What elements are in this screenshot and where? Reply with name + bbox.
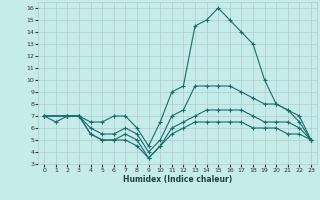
X-axis label: Humidex (Indice chaleur): Humidex (Indice chaleur): [123, 175, 232, 184]
